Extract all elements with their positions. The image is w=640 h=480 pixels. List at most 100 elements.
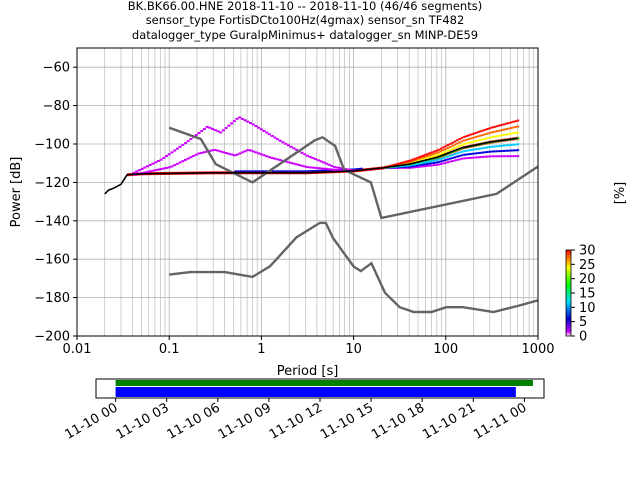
- psd-density-cell: [305, 154, 309, 157]
- psd-density-cell: [502, 144, 506, 147]
- psd-density-cell: [243, 170, 247, 172]
- psd-density-cell: [232, 154, 236, 157]
- psd-density-cell: [470, 156, 473, 159]
- psd-density-cell: [507, 133, 510, 136]
- coverage-tick-label: 11-10 09: [216, 400, 274, 442]
- psd-density-cell: [502, 149, 506, 152]
- psd-density-cell: [286, 144, 290, 147]
- psd-density-cell: [221, 129, 225, 132]
- psd-density-cell: [162, 156, 166, 159]
- psd-density-cell: [265, 155, 269, 158]
- psd-density-cell: [409, 165, 412, 168]
- psd-density-cell: [465, 142, 468, 145]
- psd-density-cell: [463, 153, 466, 156]
- psd-density-cell: [175, 162, 179, 165]
- psd-density-cell: [467, 138, 471, 141]
- psd-density-cell: [289, 161, 293, 164]
- psd-density-cell: [295, 163, 299, 166]
- psd-density-cell: [428, 154, 431, 157]
- psd-density-cell: [430, 160, 433, 163]
- psd-density-cell: [467, 141, 471, 144]
- psd-density-cell: [493, 135, 496, 138]
- psd-density-cell: [446, 155, 450, 158]
- psd-density-cell: [512, 143, 515, 146]
- psd-density-cell: [493, 155, 496, 158]
- psd-density-cell: [488, 150, 492, 153]
- psd-density-cell: [322, 161, 326, 164]
- psd-density-cell: [449, 160, 452, 163]
- psd-density-cell: [404, 165, 408, 168]
- psd-density-cell: [270, 134, 274, 137]
- psd-density-cell: [238, 152, 242, 155]
- psd-density-cell: [456, 145, 459, 148]
- psd-density-cell: [297, 170, 300, 172]
- psd-density-cell: [234, 170, 237, 172]
- psd-density-cell: [239, 170, 242, 172]
- psd-density-cell: [173, 164, 177, 167]
- psd-density-cell: [418, 165, 422, 168]
- psd-density-cell: [430, 162, 433, 165]
- psd-density-cell: [186, 157, 190, 160]
- psd-density-cell: [414, 159, 417, 162]
- psd-density-cell: [435, 161, 438, 164]
- psd-density-cell: [516, 143, 520, 146]
- psd-density-cell: [516, 119, 520, 122]
- psd-density-cell: [500, 150, 503, 153]
- psd-density-cell: [305, 166, 309, 169]
- x-tick-label: 100: [433, 342, 458, 357]
- psd-density-cell: [439, 152, 443, 155]
- psd-density-cell: [479, 138, 482, 141]
- psd-density-cell: [338, 167, 342, 170]
- psd-density-cell: [460, 154, 464, 157]
- psd-density-cell: [284, 160, 288, 163]
- psd-density-cell: [262, 170, 265, 172]
- psd-density-cell: [308, 166, 312, 169]
- psd-density-cell: [435, 149, 438, 152]
- psd-density-cell: [411, 163, 415, 166]
- psd-density-cell: [498, 150, 501, 153]
- psd-density-cell: [281, 141, 285, 144]
- psd-density-cell: [186, 140, 190, 143]
- psd-density-cell: [486, 127, 489, 130]
- psd-density-cell: [479, 147, 482, 150]
- psd-density-cell: [297, 164, 301, 167]
- psd-density-cell: [421, 156, 424, 159]
- psd-density-cell: [411, 165, 415, 168]
- psd-density-cell: [162, 167, 166, 170]
- psd-density-cell: [460, 143, 464, 146]
- psd-density-cell: [219, 150, 223, 153]
- psd-density-cell: [319, 167, 323, 170]
- psd-density-cell: [477, 139, 480, 142]
- colorbar-tick-label: 10: [579, 301, 596, 316]
- psd-density-cell: [409, 164, 412, 167]
- psd-density-cell: [423, 163, 426, 166]
- psd-density-cell: [437, 148, 440, 151]
- psd-density-cell: [159, 168, 163, 171]
- psd-density-cell: [491, 145, 494, 148]
- psd-density-cell: [404, 160, 408, 163]
- psd-density-cell: [428, 152, 431, 155]
- psd-density-cell: [421, 155, 424, 158]
- psd-density-cell: [472, 140, 475, 143]
- psd-density-cell: [442, 157, 445, 160]
- coverage-tick-label: 11-11 00: [471, 400, 529, 442]
- psd-density-cell: [509, 143, 513, 146]
- psd-density-cell: [202, 127, 206, 130]
- psd-density-cell: [435, 159, 438, 162]
- psd-density-cell: [514, 149, 517, 152]
- psd-density-cell: [216, 130, 220, 133]
- psd-density-cell: [327, 168, 331, 171]
- psd-density-cell: [309, 170, 312, 172]
- coverage-bar: [115, 387, 516, 397]
- psd-density-cell: [143, 171, 147, 174]
- psd-density-cell: [290, 170, 293, 172]
- psd-density-cell: [491, 155, 494, 158]
- psd-density-cell: [509, 155, 513, 158]
- psd-density-cell: [278, 159, 282, 162]
- psd-density-cell: [311, 156, 315, 159]
- psd-density-cell: [456, 152, 459, 155]
- psd-density-cell: [224, 127, 228, 130]
- coverage-tick-label: 11-10 12: [267, 400, 325, 442]
- psd-density-cell: [320, 169, 324, 172]
